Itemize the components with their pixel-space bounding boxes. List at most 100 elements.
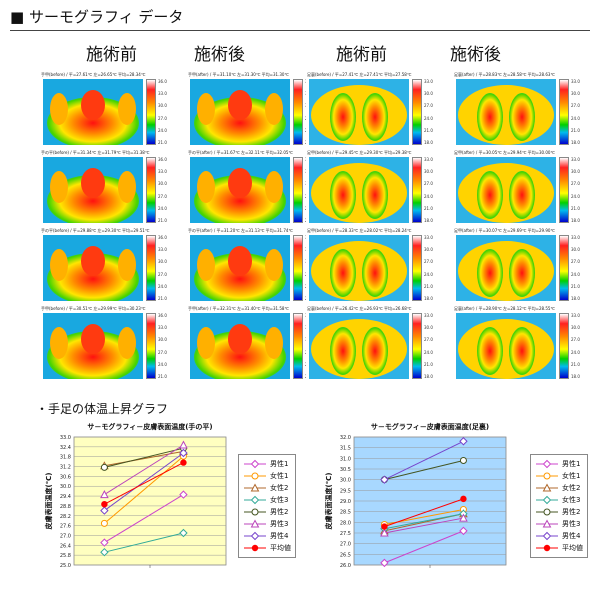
color-scale-tick: 30.0 [571,247,580,253]
data-point [459,437,468,446]
color-scale-bar [146,235,156,301]
legend-item: 女性2 [535,482,583,494]
color-scale-bar [146,79,156,145]
color-scale-ticks: 33.0 30.0 27.0 24.0 21.0 18.0 [424,235,433,301]
color-scale-tick: 24.0 [158,361,167,367]
legend-label: 女性3 [270,496,289,504]
hand-panel: 手の平(after) / 平=31.67℃ 左=32.11℃ 平均=32.05℃… [187,150,326,226]
data-point [101,501,108,508]
hand-panel: 手甲(after) / 平=31.10℃ 左=31.30℃ 平均=31.30℃3… [187,72,326,148]
color-scale-ticks: 33.0 30.0 27.0 24.0 21.0 18.0 [424,157,433,223]
color-scale-tick: 27.0 [571,259,580,265]
series-line-1 [104,455,184,524]
panel-caption: 手甲(before) / 平=27.61℃ 左=26.65℃ 平均=28.34℃ [41,72,146,77]
legend-label: 女性3 [562,496,581,504]
color-scale-ticks: 33.0 30.0 27.0 24.0 21.0 18.0 [571,235,580,301]
color-scale-tick: 21.0 [158,217,167,223]
foot-thermal-image [456,235,556,301]
series-line-6 [384,440,464,481]
legend-item: 女性1 [535,470,583,482]
data-point [100,506,109,515]
series-line-5 [384,517,464,534]
legend-label: 平均値 [562,544,583,552]
legend-marker [542,519,552,528]
legend-label: 男性3 [562,520,581,528]
left-after-label: 施術後 [194,45,245,65]
hand-panel: 手の平(before) / 平=29.88℃ 左=29.30℃ 平均=29.51… [40,228,179,304]
foot-panel: 足甲(before) / 平=28.33℃ 左=28.02℃ 平均=28.24℃… [306,228,445,304]
legend-item: 女性3 [535,494,583,506]
color-scale-bar [412,157,422,223]
plot-area [73,436,227,566]
y-tick-label: 27.5 [340,531,351,537]
color-scale-tick: 24.0 [571,271,580,277]
panel-caption: 足甲(before) / 平=29.45℃ 左=29.30℃ 平均=29.38℃ [307,150,412,155]
color-scale-ticks: 33.0 30.0 27.0 24.0 21.0 18.0 [424,313,433,379]
legend-label: 女性2 [562,484,581,492]
legend-marker [542,495,552,505]
color-scale-tick: 27.0 [424,103,433,109]
y-tick-label: 30.6 [60,474,71,480]
color-scale-tick: 21.0 [424,283,433,289]
color-scale-tick: 18.0 [424,295,433,301]
series-line-4 [104,447,184,468]
y-tick-label: 28.2 [60,514,71,520]
color-scale-bar [559,157,569,223]
hand-chart-legend: 男性1 女性1 女性2 女性3 男性2 男性3 男性4 平均値 [238,454,296,558]
graphs-section-label: ・手足の体温上昇グラフ [36,402,169,416]
legend-label: 男性4 [562,532,581,540]
hand-thermography-grid: 手甲(before) / 平=27.61℃ 左=26.65℃ 平均=28.34℃… [40,72,326,382]
y-tick-label: 32.4 [60,445,71,451]
data-point [380,558,389,568]
y-tick-label: 29.0 [340,499,351,505]
y-tick-label: 27.0 [340,542,351,548]
color-scale-tick: 24.0 [424,349,433,355]
color-scale-bar [293,313,303,379]
color-scale-tick: 24.0 [424,271,433,277]
legend-label: 男性1 [562,460,581,468]
foot-thermal-image [456,313,556,379]
legend-marker [543,544,551,552]
color-scale-tick: 24.0 [571,115,580,121]
chart-title: サ－モグラフィ－皮膚表面温度(手の平) [87,422,212,431]
panel-caption: 手の平(before) / 平=31.34℃ 左=31.79℃ 平均=31.38… [41,150,150,155]
color-scale-tick: 18.0 [571,139,580,145]
color-scale-tick: 33.0 [424,313,433,318]
legend-marker [250,495,260,505]
legend-swatch [244,508,266,516]
foot-panel: 足裏(before) / 平=27.41℃ 左=27.41℃ 平均=27.58℃… [306,72,445,148]
legend-swatch [536,472,558,480]
legend-marker [250,483,260,492]
y-axis-label: 皮膚表面温度(℃) [44,473,53,531]
series-line-0 [104,494,184,544]
data-point [179,448,188,458]
y-tick-label: 28.5 [340,510,351,516]
legend-item: 男性2 [535,506,583,518]
chart-title: サ－モグラフィ－皮膚表面温度(足裏) [371,422,489,431]
legend-item: 女性3 [243,494,291,506]
series-line-3 [384,513,464,530]
color-scale-bar [293,235,303,301]
panel-caption: 手の平(after) / 平=31.20℃ 左=31.13℃ 平均=31.74℃ [188,228,293,233]
color-scale-tick: 21.0 [571,361,580,367]
legend-swatch [536,495,558,505]
color-scale-tick: 21.0 [158,139,167,145]
legend-marker [251,472,259,480]
color-scale-tick: 27.0 [158,115,167,121]
data-point [380,475,389,484]
color-scale-tick: 18.0 [424,217,433,223]
color-scale-tick: 36.0 [158,313,167,318]
y-tick-label: 30.5 [340,467,351,473]
y-tick-label: 28.8 [60,504,71,510]
color-scale-tick: 21.0 [424,205,433,211]
color-scale-tick: 30.0 [158,259,167,265]
foot-chart-legend: 男性1 女性1 女性2 女性3 男性2 男性3 男性4 平均値 [530,454,588,558]
color-scale-bar [293,79,303,145]
color-scale-tick: 33.0 [424,79,433,84]
panel-caption: 足裏(before) / 平=27.41℃ 左=27.41℃ 平均=27.58℃ [307,72,412,77]
color-scale-tick: 33.0 [158,91,167,97]
color-scale-tick: 36.0 [158,157,167,162]
color-scale-tick: 33.0 [158,169,167,175]
legend-label: 男性2 [562,508,581,516]
panel-caption: 手甲(after) / 平=31.10℃ 左=31.30℃ 平均=31.30℃ [188,72,289,77]
